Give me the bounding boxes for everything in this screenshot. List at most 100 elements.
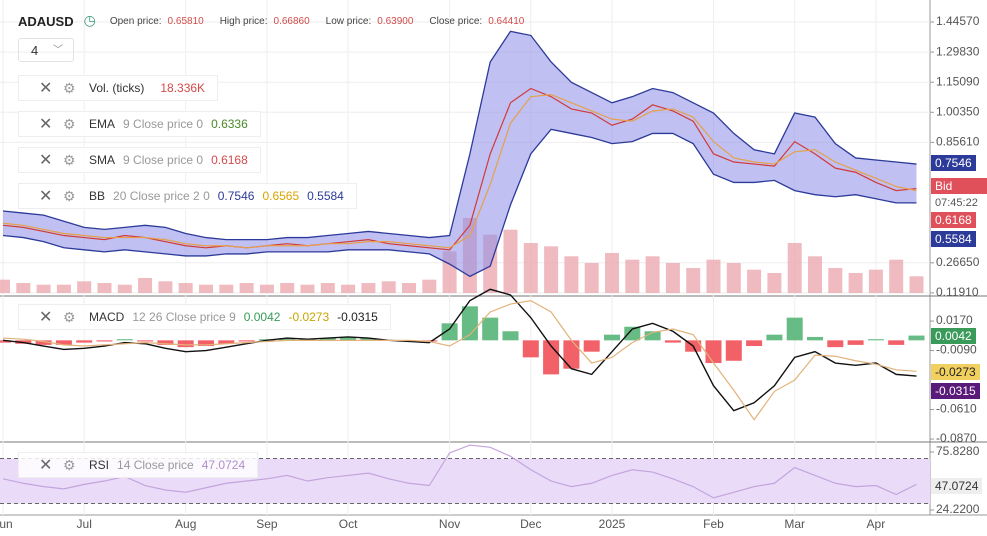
remove-button[interactable]: ✕: [39, 457, 53, 474]
settings-button[interactable]: ⚙: [63, 456, 76, 473]
indicator-params: 12 26 Close price 9: [132, 310, 236, 324]
macd-bar: [746, 340, 763, 347]
macd-bar: [218, 340, 235, 344]
macd-bar: [157, 340, 174, 345]
volume-bar: [686, 268, 701, 293]
macd-bar: [847, 340, 864, 345]
volume-bar: [138, 278, 153, 293]
ohlc-label: Close price:: [429, 16, 483, 27]
y-tick-label: 75.8280: [936, 444, 980, 458]
y-tick-label: 1.29830: [936, 44, 980, 58]
settings-button[interactable]: ⚙: [63, 115, 76, 132]
indicator-params: 14 Close price: [117, 458, 194, 472]
bid-label: Bid: [935, 179, 953, 193]
volume-bar: [564, 256, 579, 293]
x-tick-label: Jun: [0, 517, 13, 531]
macd-bar: [583, 340, 600, 352]
x-tick-label: Nov: [439, 517, 460, 531]
macd-bar: [35, 340, 52, 345]
x-tick-label: Aug: [175, 517, 196, 531]
volume-bar: [787, 243, 802, 293]
volume-bar: [320, 283, 335, 293]
bb-upper: [2, 30, 917, 241]
volume-bar: [77, 281, 92, 293]
y-tick-label: -0.0870: [936, 431, 977, 445]
indicator-value: 0.5584: [307, 189, 344, 203]
indicator-name: SMA: [89, 153, 116, 167]
indicator-row: ✕ ⚙ RSI 14 Close price 47.0724: [18, 452, 259, 478]
volume-bar: [706, 259, 721, 293]
volume-bar: [868, 269, 883, 293]
volume-bar: [381, 281, 396, 293]
macd-bar: [888, 340, 905, 345]
rsi-tag: 47.0724: [931, 478, 983, 494]
y-tick-label: -0.0610: [936, 402, 977, 416]
interval: 4: [31, 43, 39, 58]
symbol: ADAUSD: [18, 14, 74, 29]
macd-bar: [198, 340, 214, 347]
indicator-params: 9 Close price 0: [123, 117, 204, 131]
indicator-params: 20 Close price 2 0: [113, 189, 210, 203]
line: [2, 87, 917, 251]
ohlc-value: 0.66860: [273, 16, 310, 27]
macd-bar: [340, 336, 357, 341]
macd-bar: [624, 326, 641, 341]
macd-bar: [461, 306, 478, 341]
settings-button[interactable]: ⚙: [63, 79, 76, 96]
macd-bar: [96, 340, 113, 342]
volume-bar: [219, 284, 234, 293]
ohlc-label: Low price:: [325, 16, 372, 27]
volume-bar: [239, 283, 254, 293]
remove-button[interactable]: ✕: [39, 80, 53, 97]
volume-bar: [158, 281, 173, 293]
indicator-value: 0.6336: [211, 117, 248, 131]
volume-bar: [767, 273, 782, 293]
volume-bar: [402, 283, 416, 293]
indicator-value: 18.336K: [160, 81, 206, 95]
ohlc-value: 0.63900: [377, 16, 414, 27]
volume-bar: [97, 283, 112, 293]
interval-select[interactable]: 4 ﹀: [18, 38, 74, 62]
volume-bar: [199, 284, 213, 293]
remove-button[interactable]: ✕: [39, 188, 53, 205]
volume-bar: [645, 256, 660, 293]
volume-bar: [36, 284, 51, 293]
settings-button[interactable]: ⚙: [63, 151, 76, 168]
ohlc-value: 0.65810: [167, 16, 204, 27]
indicator-value: -0.0315: [337, 310, 378, 324]
macd-bar: [55, 340, 72, 345]
clock-icon: ◷: [83, 12, 96, 28]
macd-bar: [604, 334, 620, 341]
macd-tag: 0.0042: [931, 328, 976, 344]
macd-bar: [482, 317, 499, 341]
remove-button[interactable]: ✕: [39, 116, 53, 133]
remove-button[interactable]: ✕: [39, 152, 53, 169]
price-tag: 0.6168: [931, 212, 976, 228]
volume-bar: [726, 263, 741, 293]
ohlc-value: 0.64410: [488, 16, 525, 27]
indicator-row: ✕ ⚙ Vol. (ticks) 18.336K: [18, 75, 219, 101]
indicator-name: Vol. (ticks): [89, 81, 145, 95]
remove-button[interactable]: ✕: [39, 309, 53, 326]
x-tick-label: Mar: [784, 517, 805, 531]
settings-button[interactable]: ⚙: [63, 308, 76, 325]
settings-button[interactable]: ⚙: [63, 187, 76, 204]
macd-bar: [867, 339, 884, 341]
x-tick-label: Jul: [77, 517, 92, 531]
macd-bar: [908, 335, 925, 341]
macd-bar: [664, 340, 681, 343]
indicator-value: -0.0273: [288, 310, 330, 324]
volume-bar: [584, 263, 599, 293]
volume-bar: [56, 284, 71, 293]
price-tag: 0.7546: [931, 155, 976, 171]
volume-bar: [259, 284, 274, 293]
macd-bar: [563, 340, 580, 369]
volume-bar: [280, 283, 295, 293]
macd-bar: [543, 340, 560, 375]
macd-bar: [807, 336, 823, 341]
y-tick-label: 1.44570: [936, 14, 980, 28]
macd-bar: [177, 340, 194, 348]
volume-bar: [523, 243, 538, 293]
volume-bar: [665, 263, 680, 293]
